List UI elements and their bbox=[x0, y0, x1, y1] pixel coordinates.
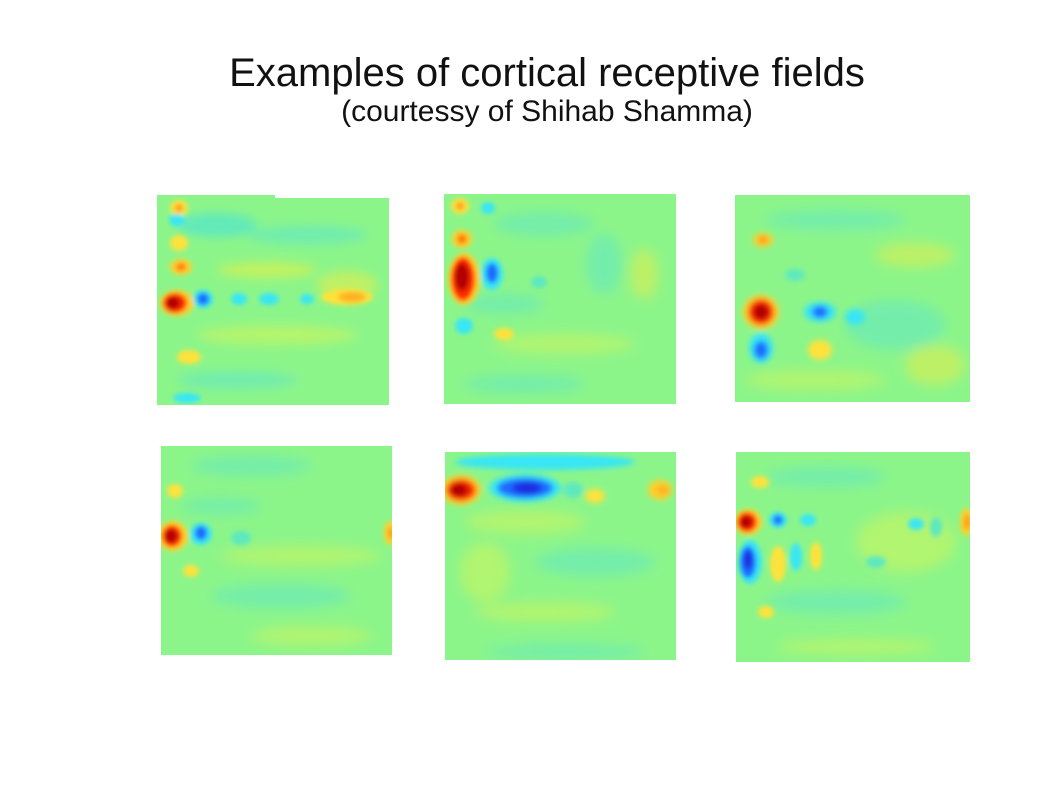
receptive-field-3 bbox=[735, 195, 970, 402]
receptive-field-4 bbox=[161, 446, 392, 655]
slide-subtitle: (courtessy of Shihab Shamma) bbox=[341, 95, 753, 128]
slide-title: Examples of cortical receptive fields bbox=[229, 51, 865, 95]
receptive-field-5 bbox=[445, 452, 676, 660]
receptive-field-6 bbox=[736, 452, 970, 662]
receptive-field-1 bbox=[157, 195, 389, 405]
receptive-field-2 bbox=[444, 194, 676, 404]
